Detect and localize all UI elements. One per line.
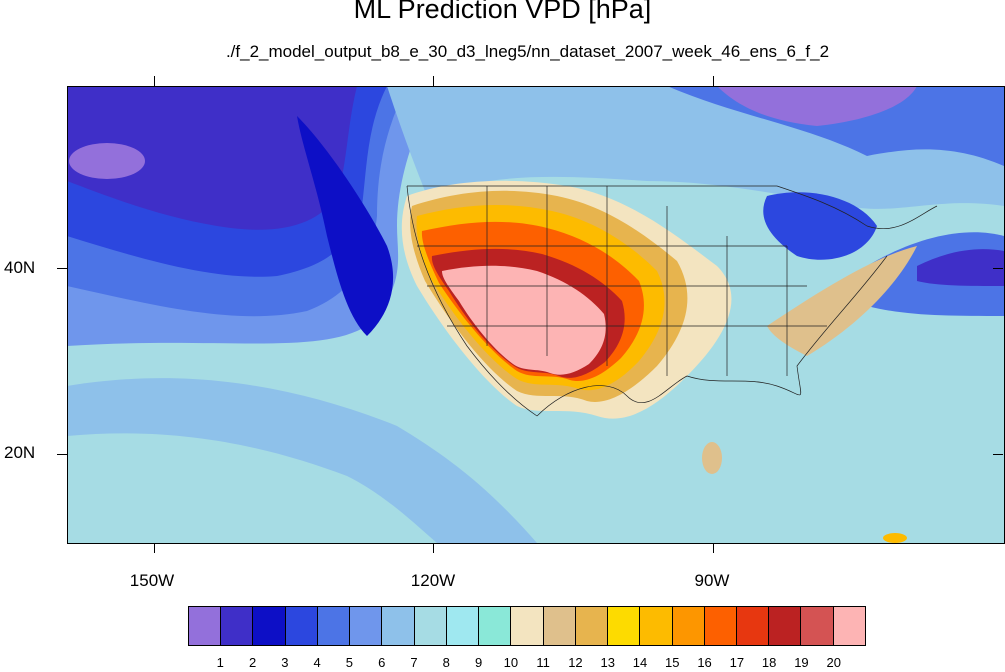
colorbar-tick-label: 9 [474, 655, 483, 670]
colorbar [188, 606, 866, 646]
colorbar-tick-label: 11 [536, 655, 550, 670]
pacific-band-2 [67, 86, 357, 230]
colorbar-swatch [317, 607, 351, 645]
colorbar-tick-label: 10 [503, 655, 519, 670]
left-tick-20n [57, 454, 67, 455]
boundary-lines [406, 185, 938, 417]
lat-label-40n: 40N [4, 258, 36, 277]
colorbar-tick-label: 17 [729, 655, 745, 670]
north-low-1 [717, 86, 917, 126]
state-lines-vertical [486, 186, 788, 376]
top-tick-150w [154, 76, 155, 86]
colorbar-swatch [511, 607, 544, 645]
colorbar-tick-label: 7 [410, 655, 418, 670]
colorbar-swatch [382, 607, 415, 645]
colorbar-tick-label: 15 [665, 655, 680, 670]
vpd-map [67, 86, 1004, 543]
northern-border [407, 185, 938, 230]
bottom-tick-150w [154, 543, 155, 553]
colorbar-tick-label: 2 [248, 655, 257, 670]
right-tick-20n [993, 454, 1003, 455]
colorbar-tick-label: 5 [345, 655, 354, 670]
colorbar-swatch [801, 607, 834, 645]
great-lakes-band-4 [763, 192, 877, 260]
colorbar-swatch [414, 607, 447, 645]
pacific-low-1 [69, 143, 145, 179]
colorbar-tick-label: 3 [281, 655, 289, 670]
appalachian-band-12 [767, 246, 917, 356]
bottom-tick-120w [433, 543, 434, 553]
right-tick-40n [993, 268, 1003, 269]
west-coastline [406, 185, 538, 417]
coastal-band-3 [297, 116, 394, 336]
colorbar-swatch [189, 607, 222, 645]
lat-label-20n: 20N [4, 443, 36, 462]
left-tick-40n [57, 268, 67, 269]
colorbar-swatch [350, 607, 383, 645]
colorbar-swatch [608, 607, 641, 645]
colorbar-swatch [672, 607, 705, 645]
gulf-patch-12 [702, 442, 722, 474]
colorbar-swatch [253, 607, 286, 645]
chart-subtitle: ./f_2_model_output_b8_e_30_d3_lneg5/nn_d… [225, 42, 830, 61]
colorbar-swatch [543, 607, 576, 645]
colorbar-swatch [769, 607, 802, 645]
south-pacific-band-8 [67, 433, 437, 543]
southern-gulf-coastline [536, 255, 888, 417]
colorbar-tick-label: 1 [216, 655, 224, 670]
colorbar-swatch [736, 607, 770, 645]
colorbar-swatch [479, 607, 512, 645]
lon-label-120w: 120W [410, 571, 456, 590]
colorbar-swatch [221, 607, 254, 645]
colorbar-swatch [285, 607, 318, 645]
dry-core-20 [442, 265, 606, 375]
colorbar-swatch [640, 607, 673, 645]
caribbean-patch-15 [883, 533, 907, 543]
state-lines-horizontal [417, 245, 827, 327]
colorbar-tick-label: 18 [761, 655, 777, 670]
colorbar-tick-label: 14 [632, 655, 648, 670]
colorbar-tick-label: 8 [442, 655, 450, 670]
colorbar-swatch [446, 607, 480, 645]
bottom-tick-90w [713, 543, 714, 553]
colorbar-swatch [704, 607, 737, 645]
colorbar-tick-label: 4 [313, 655, 321, 670]
colorbar-tick-label: 13 [600, 655, 615, 670]
colorbar-tick-label: 19 [794, 655, 809, 670]
colorbar-tick-label: 20 [826, 655, 841, 670]
colorbar-swatch [575, 607, 609, 645]
atlantic-band-2 [917, 249, 1004, 286]
top-tick-90w [713, 76, 714, 86]
colorbar-tick-label: 12 [568, 655, 583, 670]
colorbar-tick-label: 6 [378, 655, 386, 670]
colorbar-tick-label: 16 [697, 655, 712, 670]
lon-label-150w: 150W [129, 571, 175, 590]
colorbar-swatch [833, 607, 865, 645]
chart-title: ML Prediction VPD [hPa] [353, 0, 652, 24]
vpd-contour-field [67, 86, 1004, 543]
lon-label-90w: 90W [694, 571, 730, 590]
top-tick-120w [433, 76, 434, 86]
